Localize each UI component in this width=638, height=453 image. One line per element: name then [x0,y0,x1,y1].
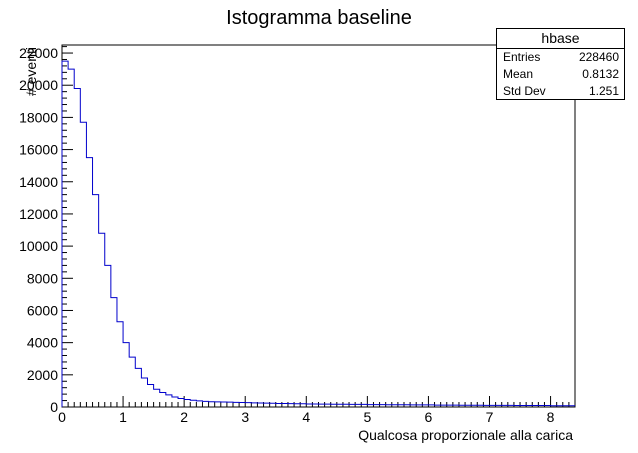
histogram-series-line [61,60,575,407]
y-tick-label: 0 [50,399,58,415]
x-tick-label: 6 [425,409,433,425]
y-axis-label: # eventi [23,47,39,96]
stats-stddev-label: Std Dev [503,84,546,98]
y-tick-label: 10000 [19,238,58,254]
y-tick-label: 16000 [19,142,58,158]
stats-stddev-value: 1.251 [588,84,619,98]
x-tick-label: 0 [58,409,66,425]
x-tick-label: 4 [302,409,310,425]
x-tick-label: 5 [363,409,371,425]
y-tick-label: 12000 [19,206,58,222]
statistics-box: hbase Entries 228460 Mean 0.8132 Std Dev… [496,28,625,100]
stats-row-mean: Mean 0.8132 [497,66,624,83]
x-tick-label: 1 [119,409,127,425]
axis-ticks: 0 1 2 3 4 5 6 7 8 0 2000 4000 6000 8000 10000 12000 1400… [19,45,576,425]
y-tick-label: 22000 [19,45,58,61]
stats-row-stddev: Std Dev 1.251 [497,83,624,100]
y-tick-label: 2000 [27,367,58,383]
x-tick-label: 2 [180,409,188,425]
y-tick-label: 14000 [19,174,58,190]
stats-mean-value: 0.8132 [582,67,619,81]
y-tick-label: 6000 [27,302,58,318]
stats-entries-label: Entries [503,50,541,64]
y-tick-label: 4000 [27,335,58,351]
y-tick-label: 8000 [27,270,58,286]
stats-mean-label: Mean [503,67,534,81]
y-tick-label: 18000 [19,109,58,125]
chart-title: Istogramma baseline [226,7,412,29]
y-tick-label: 20000 [19,77,58,93]
stats-row-entries: Entries 228460 [497,49,624,66]
stats-histogram-name: hbase [497,29,624,49]
x-axis-label: Qualcosa proporzionale alla carica [358,427,573,443]
stats-entries-value: 228460 [578,50,619,64]
x-tick-label: 7 [486,409,494,425]
x-tick-label: 3 [241,409,249,425]
x-tick-label: 8 [547,409,555,425]
